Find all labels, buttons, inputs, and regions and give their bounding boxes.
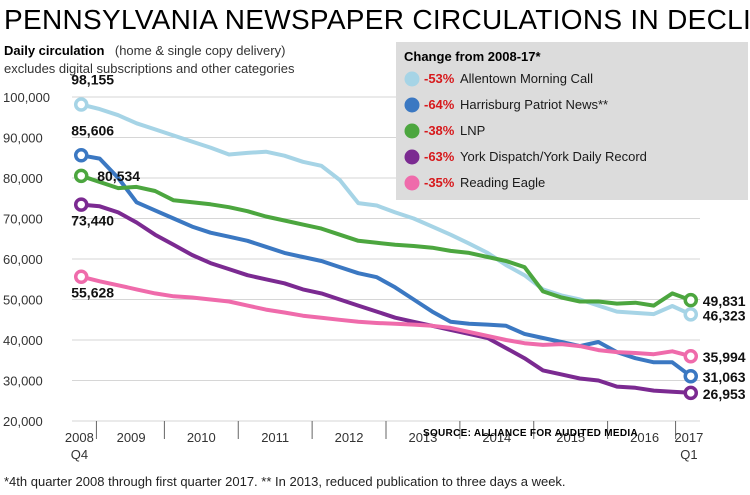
legend-label: LNP — [460, 123, 485, 138]
end-value-label: 35,994 — [703, 349, 746, 365]
legend-percent: -53% — [424, 71, 455, 86]
legend-label: York Dispatch/York Daily Record — [460, 149, 647, 164]
x-tick-label: 2009 — [117, 430, 146, 445]
legend-label: Reading Eagle — [460, 175, 545, 190]
end-value-label: 49,831 — [703, 293, 746, 309]
x-tick-label: 2017 — [674, 430, 703, 445]
legend-box — [396, 42, 748, 200]
legend-percent: -35% — [424, 175, 455, 190]
start-value-label: 98,155 — [71, 71, 114, 87]
endpoint-marker — [683, 307, 699, 322]
y-tick-label: 80,000 — [3, 171, 43, 186]
endpoint-marker — [73, 148, 89, 163]
endpoint-marker — [683, 385, 699, 401]
end-value-label: 31,063 — [703, 369, 746, 385]
x-tick-label: 2016 — [630, 430, 659, 445]
end-value-label: 46,323 — [703, 307, 746, 323]
x-tick-sublabel: Q4 — [71, 447, 88, 462]
legend-swatch — [404, 123, 420, 139]
series-line — [79, 173, 693, 308]
legend: Change from 2008-17* -53% Allentown Morni… — [396, 42, 748, 200]
legend-percent: -63% — [424, 149, 455, 164]
start-value-label: 73,440 — [71, 213, 114, 229]
endpoint-marker — [683, 348, 699, 364]
y-tick-label: 50,000 — [3, 293, 43, 308]
series-lines — [79, 102, 693, 395]
series-line — [79, 153, 693, 379]
endpoint-marker — [683, 292, 699, 308]
legend-label: Allentown Morning Call — [460, 71, 593, 86]
legend-title: Change from 2008-17* — [404, 49, 541, 64]
legend-percent: -38% — [424, 123, 455, 138]
x-tick-label: 2010 — [187, 430, 216, 445]
endpoint-marker — [683, 368, 699, 384]
endpoint-marker — [73, 168, 89, 184]
x-tick-label: 2011 — [261, 430, 289, 445]
chart-subtitle-line2: excludes digital subscriptions and other… — [4, 61, 295, 76]
x-tick-label: 2015 — [556, 430, 585, 445]
endpoint-marker — [73, 97, 89, 112]
subtitle-bold: Daily circulation — [4, 43, 104, 58]
x-tick-label: 2014 — [482, 430, 511, 445]
end-value-label: 26,953 — [703, 386, 746, 402]
y-tick-label: 30,000 — [3, 374, 43, 389]
x-tick-label: 2013 — [408, 430, 437, 445]
subtitle-rest: (home & single copy delivery) — [115, 43, 286, 58]
y-tick-label: 20,000 — [3, 414, 43, 429]
footnote: *4th quarter 2008 through first quarter … — [4, 474, 566, 489]
endpoint-value-labels: 98,155 46,323 85,606 31,063 80,534 49,831 73,4… — [71, 71, 746, 401]
start-value-label: 80,534 — [97, 168, 140, 184]
y-tick-label: 70,000 — [3, 212, 43, 227]
chart-title: PENNSYLVANIA NEWSPAPER CIRCULATIONS IN D… — [4, 4, 750, 35]
endpoint-marker — [73, 197, 89, 212]
y-tick-labels: 20,000 30,000 40,000 50,000 60,000 70,000 80,0… — [3, 90, 50, 429]
start-value-label: 55,628 — [71, 285, 114, 301]
series-line — [79, 202, 693, 395]
source-note: SOURCE: ALLIANCE FOR AUDITED MEDIA — [423, 428, 638, 439]
x-tick-labels: 2008 Q4 2009 2010 2011 2012 2013 2014 2015 2016 20… — [65, 430, 703, 462]
legend-label: Harrisburg Patriot News** — [460, 97, 608, 112]
legend-swatch — [404, 71, 420, 87]
y-tick-label: 60,000 — [3, 252, 43, 267]
x-dividers — [95, 421, 677, 439]
y-tick-label: 90,000 — [3, 131, 43, 146]
x-tick-sublabel: Q1 — [680, 447, 697, 462]
chart-subtitle: Daily circulation (home & single copy de… — [4, 42, 285, 59]
x-tick-label: 2012 — [335, 430, 364, 445]
legend-swatch — [404, 97, 420, 113]
legend-swatch — [404, 149, 420, 165]
y-tick-label: 40,000 — [3, 333, 43, 348]
endpoint-marker — [73, 269, 89, 284]
legend-swatch — [404, 175, 420, 191]
x-tick-label: 2008 — [65, 430, 94, 445]
series-line — [79, 274, 693, 359]
y-tick-label: 100,000 — [3, 90, 50, 105]
endpoint-markers — [73, 97, 699, 401]
start-value-label: 85,606 — [71, 122, 114, 138]
legend-percent: -64% — [424, 97, 455, 112]
